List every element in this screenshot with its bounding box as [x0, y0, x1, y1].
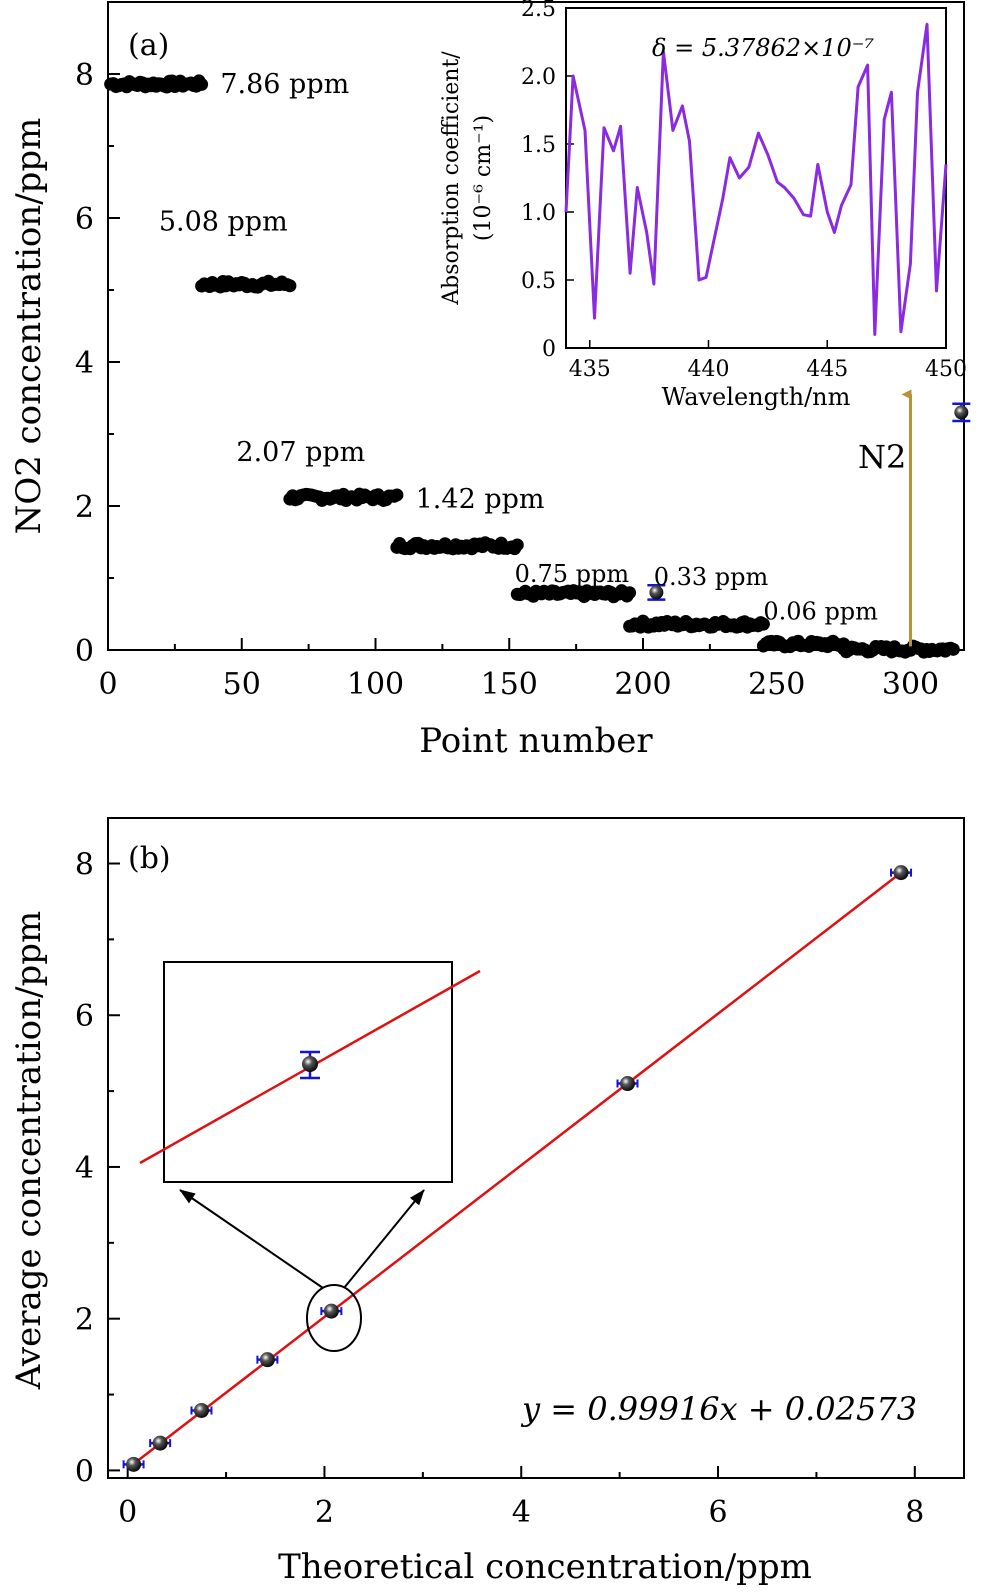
- inset-y-tick-label: 2.0: [521, 65, 556, 90]
- x-tick-label: 50: [223, 667, 261, 702]
- inset-x-axis-title: Wavelength/nm: [662, 383, 851, 411]
- segment-label: 0.33 ppm: [654, 563, 769, 591]
- x-tick-label: 2: [315, 1495, 334, 1530]
- segment-label: 5.08 ppm: [159, 207, 288, 238]
- inset-x-tick-label: 435: [569, 357, 611, 382]
- segment-label: 0.75 ppm: [515, 560, 630, 588]
- inset-ticks: 435 440 445 450 0 0.5 1.0 1.5 2.0 2.5: [521, 0, 967, 382]
- x-tick-label: 8: [905, 1495, 924, 1530]
- y-tick-label: 0: [75, 1454, 94, 1489]
- inset-absorption-line: [564, 22, 948, 336]
- inset-y-tick-label: 0: [542, 337, 556, 362]
- x-tick-label: 100: [347, 667, 404, 702]
- data-point: [390, 488, 404, 502]
- y-tick-label: 2: [75, 490, 94, 525]
- x-tick-label: 0: [98, 667, 117, 702]
- y-tick-label: 2: [75, 1303, 94, 1338]
- panel-a-frame: [107, 1, 965, 651]
- panel-a-ticks: 0 50 100 150 200 250 300 0 2 4 6 8: [75, 1, 939, 702]
- inset-y-axis-title-line1: Absorption coefficient/: [439, 51, 464, 306]
- inset-y-tick-label: 2.5: [521, 0, 556, 22]
- panel-a-segment-labels: 7.86 ppm 5.08 ppm 2.07 ppm 1.42 ppm 0.75 ppm…: [159, 69, 878, 625]
- segment-label: 7.86 ppm: [220, 69, 349, 100]
- segment-label: 1.42 ppm: [416, 484, 545, 515]
- x-tick-label: 0: [118, 1495, 137, 1530]
- x-tick-label: 300: [882, 667, 939, 702]
- zoom-box: [163, 961, 453, 1183]
- data-point: [259, 1352, 275, 1368]
- n2-label: N2: [858, 438, 906, 476]
- data-point: [323, 1303, 339, 1319]
- panel-a-tag: (a): [128, 28, 169, 63]
- fit-equation: y = 0.99916x + 0.02573: [520, 1390, 917, 1428]
- inset-y-tick-label: 1.0: [521, 201, 556, 226]
- panel-b-tag: (b): [128, 841, 171, 876]
- x-tick-label: 4: [512, 1495, 531, 1530]
- panel-b-frame: [107, 817, 965, 1479]
- zoom-arrow-left: [179, 1189, 324, 1289]
- zoom-point: [302, 1056, 318, 1072]
- y-tick-label: 6: [75, 999, 94, 1034]
- data-point: [193, 1402, 209, 1418]
- inset-x-tick-label: 440: [688, 357, 730, 382]
- panel-a-y-axis-title: NO2 concentration/ppm: [9, 118, 49, 535]
- inset-spectrum: 435 440 445 450 0 0.5 1.0 1.5 2.0 2.5 δ = 5.37862…: [439, 0, 967, 411]
- x-tick-label: 200: [614, 667, 671, 702]
- inset-y-tick-label: 0.5: [521, 269, 556, 294]
- inset-x-tick-label: 450: [925, 357, 967, 382]
- inset-y-tick-label: 1.5: [521, 133, 556, 158]
- zoom-ellipse: [306, 1284, 362, 1352]
- inset-x-tick-label: 445: [806, 357, 848, 382]
- x-tick-label: 6: [708, 1495, 727, 1530]
- data-point: [510, 538, 524, 552]
- segment-label: 2.07 ppm: [236, 437, 365, 468]
- y-tick-label: 0: [75, 634, 94, 669]
- y-tick-label: 8: [75, 848, 94, 883]
- panel-b-ticks: 0 2 4 6 8 0 2 4 6 8: [75, 848, 924, 1530]
- errorbar-point: [954, 405, 969, 420]
- panel-b-y-axis-title: Average concentration/ppm: [9, 911, 49, 1391]
- data-point: [152, 1435, 168, 1451]
- panel-b-x-axis-title: Theoretical concentration/ppm: [278, 1547, 812, 1587]
- segment-label: 0.06 ppm: [763, 597, 878, 625]
- zoom-arrow-right: [343, 1189, 425, 1289]
- data-point: [126, 1456, 142, 1472]
- inset-annotation: δ = 5.37862×10⁻⁷: [652, 34, 874, 62]
- data-point: [620, 1076, 636, 1092]
- y-tick-label: 4: [75, 1151, 94, 1186]
- data-point: [893, 865, 909, 881]
- panel-a-data-segments: [104, 74, 960, 659]
- y-tick-label: 4: [75, 346, 94, 381]
- y-tick-label: 6: [75, 202, 94, 237]
- y-tick-label: 8: [75, 58, 94, 93]
- data-point: [283, 279, 297, 293]
- errorbar-point: [649, 585, 664, 600]
- data-point: [623, 586, 637, 600]
- data-point: [946, 642, 960, 656]
- data-point: [756, 617, 770, 631]
- panel-b: 0 2 4 6 8 0 2 4 6 8 (b) y = 0.99916x + 0.02573 Th…: [9, 817, 965, 1587]
- panel-a: 0 50 100 150 200 250 300 0 2 4 6 8 7.86 ppm 5.08 ppm…: [9, 0, 971, 761]
- inset-y-axis-title-line2: (10⁻⁶ cm⁻¹): [471, 115, 496, 241]
- fit-line: [126, 868, 906, 1470]
- panel-a-errorbar-points: [647, 402, 971, 601]
- data-point: [195, 77, 209, 91]
- x-tick-label: 250: [748, 667, 805, 702]
- x-tick-label: 150: [481, 667, 538, 702]
- zoom-callout: [139, 961, 481, 1352]
- panel-b-data-points: [122, 865, 913, 1472]
- panel-a-x-axis-title: Point number: [419, 721, 653, 761]
